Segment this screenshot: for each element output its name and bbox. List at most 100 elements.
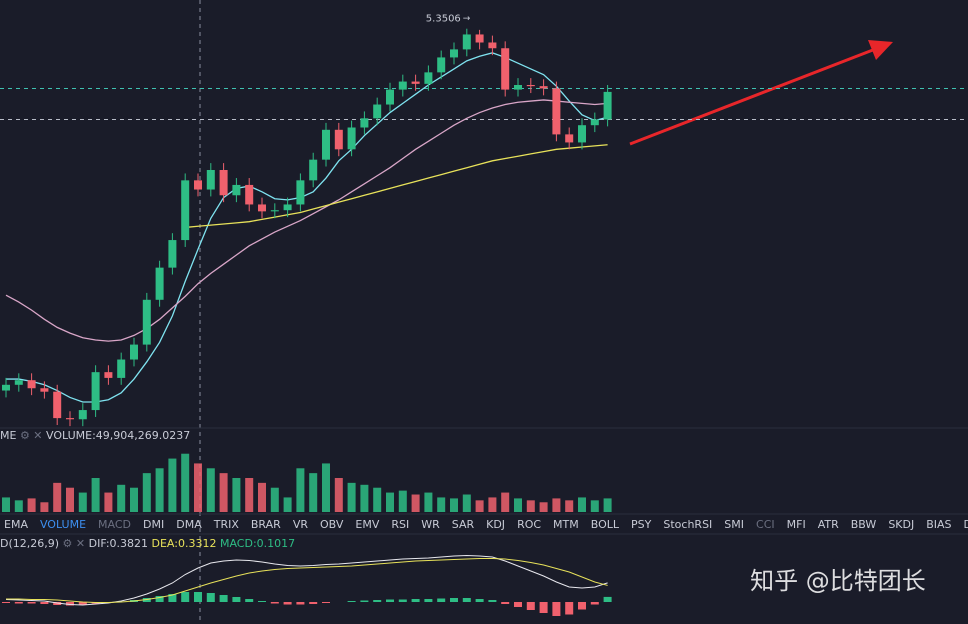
macd-bar [424,599,433,602]
indicator-tab[interactable]: BIAS [926,518,952,531]
indicator-tab[interactable]: PSY [631,518,652,531]
indicator-tab[interactable]: ROC [517,518,542,531]
volume-bar [514,498,522,512]
candle [2,377,10,398]
volume-bar [194,463,202,512]
indicator-tab[interactable]: SKDJ [888,518,915,531]
indicator-tab[interactable]: SMI [724,518,745,531]
macd-value: MACD:0.1017 [219,537,296,550]
candle [117,352,126,385]
candle [578,118,586,150]
volume-bar [322,463,330,512]
candle-body [142,299,151,345]
macd-bar [501,602,510,604]
candle [104,365,113,385]
macd-bar [411,599,420,602]
indicator-tab[interactable]: EMV [355,518,380,531]
volume-bar [578,497,586,512]
candle [296,173,305,212]
candle [258,197,266,219]
volume-bar [206,468,215,512]
indicator-tab[interactable]: BRAR [250,518,281,531]
candle [360,111,369,135]
indicator-tab[interactable]: BBW [850,518,877,531]
candle-body [219,170,228,196]
volume-bar [373,487,382,512]
candle-body [155,267,164,300]
candle [14,373,23,392]
indicator-tab[interactable]: VR [292,518,308,531]
volume-bar [78,492,87,512]
indicator-tab[interactable]: DPO [963,518,968,531]
candle [206,163,215,197]
volume-bar [539,502,548,512]
indicator-tab[interactable]: EMA [4,518,28,531]
indicator-tab[interactable]: RSI [391,518,410,531]
candle-body [66,418,74,420]
macd-bar [232,597,241,602]
indicator-tab[interactable]: DMI [143,518,165,531]
candle-body [130,344,138,360]
indicator-tab[interactable]: WR [421,518,440,531]
indicator-tab[interactable]: OBV [319,518,344,531]
volume-bar [14,500,23,512]
candle-body [258,204,266,212]
candle [40,381,49,399]
candle-body [206,170,215,190]
candle [552,81,561,142]
macd-bar [386,599,394,602]
volume-bar [386,492,394,512]
macd-bar [552,602,561,616]
volume-bar [552,498,561,512]
indicator-tab[interactable]: TRIX [213,518,239,531]
indicator-tab[interactable]: ATR [817,518,839,531]
candle-body [539,86,548,89]
candle-body [360,118,369,128]
candle [373,97,382,126]
indicator-tab[interactable]: CCI [756,518,775,531]
candle [155,260,164,307]
candle [514,78,522,97]
high-label: 5.3506 [426,14,461,25]
dif-line [5,554,608,606]
volume-bar [590,500,599,512]
indicator-tab[interactable]: VOLUME [39,518,87,531]
indicator-tab[interactable]: MFI [786,518,806,531]
candle-body [590,119,599,126]
macd-header: D(12,26,9) ⚙ ✕ DIF:0.3821 DEA:0.3312 MAC… [0,537,295,550]
volume-bar [104,492,113,512]
indicator-tab[interactable]: DMA [176,518,202,531]
candle-body [91,372,100,411]
volume-bar [296,468,305,512]
candle-body [501,48,510,90]
candle-body [373,104,382,119]
dif-value: DIF:0.3821 [88,537,149,550]
indicator-tab[interactable]: MTM [553,518,579,531]
volume-bar [603,498,612,512]
indicator-tab[interactable]: StochRSI [663,518,713,531]
settings-icon[interactable]: ⚙ ✕ [19,429,43,442]
indicator-tab[interactable]: BOLL [590,518,620,531]
volume-bar [437,497,446,512]
volume-bar [130,487,138,512]
macd-bar [245,599,254,602]
candle [53,384,62,425]
candle [398,74,407,97]
macd-bar [578,602,586,610]
macd-bar [539,602,548,613]
volume-bar [501,492,510,512]
macd-bar [27,602,36,604]
indicator-tab[interactable]: KDJ [486,518,506,531]
settings-icon[interactable]: ⚙ ✕ [62,537,86,550]
candle-body [245,184,254,205]
macd-bar [360,600,369,602]
candle [386,82,394,112]
candle [322,122,330,167]
macd-bar [66,602,74,606]
indicator-tab[interactable]: MACD [98,518,132,531]
candle [437,50,446,80]
indicator-tab[interactable]: SAR [451,518,475,531]
candle-body [565,134,574,143]
macd-bar [206,593,215,602]
